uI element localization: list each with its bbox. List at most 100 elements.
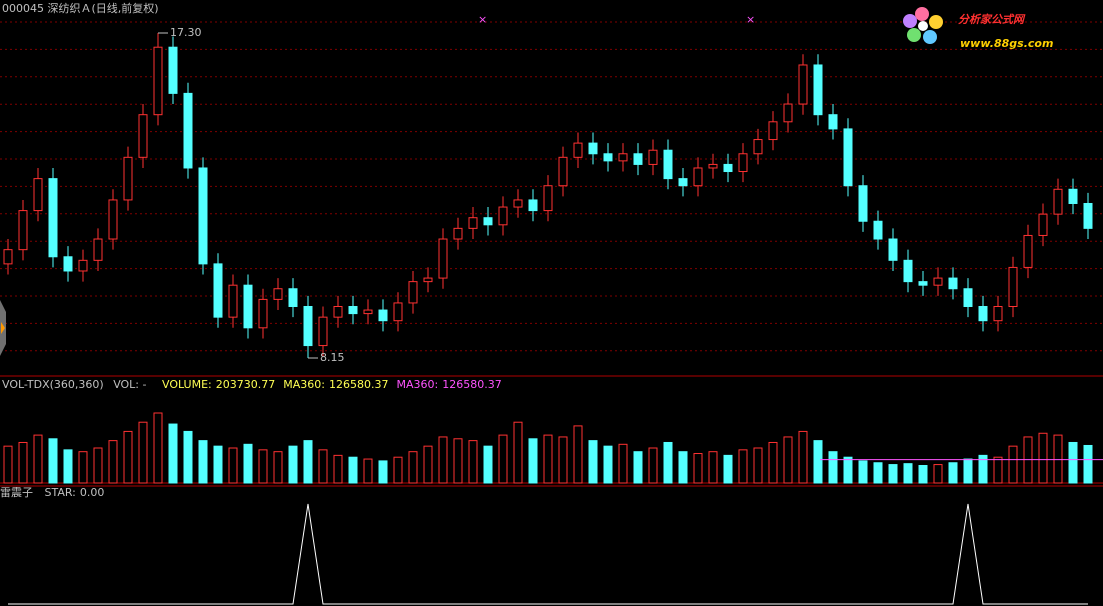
indicator-vol: VOL: - [113,378,146,391]
volume-bar [48,438,58,484]
candle-body [978,305,988,322]
volume-bar [1053,434,1063,484]
volume-bar [228,447,238,484]
candle-body [378,309,388,322]
candle-body [588,142,598,155]
candle-body [3,249,13,265]
star-line [8,503,1088,605]
volume-bar [603,445,613,484]
volume-bar [843,456,853,484]
candle-body [678,178,688,187]
candle-body [183,92,193,169]
candle-body [933,277,943,286]
field-name: MA360: [283,378,325,391]
volume-bar [693,453,703,484]
volume-bar [468,440,478,484]
volume-bar [1038,432,1048,484]
candle-body [948,277,958,290]
volume-bar [63,449,73,484]
price-label: 8.15 [320,351,345,364]
candle-body [168,46,178,94]
volume-bar [423,445,433,484]
candle-body [618,153,628,162]
candle-body [333,305,343,318]
logo-center [918,21,928,31]
volume-bar [558,436,568,484]
volume-bar [798,430,808,484]
volume-bar [438,436,448,484]
volume-bar [483,445,493,484]
candle-body [1068,188,1078,204]
candle-body [903,259,913,283]
volume-bar [333,454,343,484]
volume-bar [813,440,823,484]
field-value: 0.00 [80,486,105,499]
volume-bar [708,451,718,484]
volume-bar [573,425,583,484]
volume-bar [33,434,43,484]
candle-body [123,156,133,201]
volume-bar [123,430,133,484]
volume-bar [273,451,283,484]
candle-body [33,178,43,212]
candle-body [363,309,373,315]
volume-bar [138,421,148,484]
logo-petal [923,30,937,44]
volume-bar [918,465,928,484]
candle-body [1023,234,1033,268]
volume-bar [363,458,373,484]
candle-body [258,298,268,329]
candle-body [48,178,58,258]
candle-body [78,259,88,272]
candle-body [543,185,553,212]
candle-body [18,210,28,251]
volume-bar [753,447,763,484]
volume-bar [378,460,388,484]
candle-body [1008,266,1018,307]
candle-body [993,305,1003,322]
volume-bar [318,449,328,484]
volume-bar [393,456,403,484]
volume-bar [648,447,658,484]
field-name: STAR: [45,486,76,499]
candle-body [138,114,148,158]
candle-body [1038,213,1048,236]
volume-bar [933,464,943,484]
candle-body [453,227,463,240]
candle-body [648,149,658,165]
volume-bar [888,464,898,484]
candle-body [63,256,73,272]
volume-bar [453,438,463,484]
candle-body [1053,188,1063,215]
stock-title: 000045 深纺织Ａ(日线,前复权) [2,1,159,15]
price-label: 17.30 [170,26,202,39]
candle-body [288,288,298,307]
logo-petal [903,14,917,28]
candle-body [918,281,928,286]
candle-body [408,281,418,304]
candle-body [738,153,748,173]
volume-bar [783,436,793,484]
candle-body [693,167,703,187]
volume-bar [243,443,253,484]
logo: 分析家公式网 www.88gs.com [903,7,1053,50]
candle-body [828,114,838,130]
volume-bar [408,451,418,484]
candle-body [633,153,643,165]
candle-body [498,206,508,226]
volume-bar [1083,444,1093,484]
candle-body [198,167,208,265]
star-header: 雷震子 STAR: 0.00 [0,486,104,499]
candle-body [93,238,103,261]
candle-body [843,128,853,187]
candle-body [513,199,523,208]
field-value: 126580.37 [329,378,389,391]
indicator-name: 雷震子 [0,486,33,499]
candle-body [708,163,718,169]
volume-bar [1068,441,1078,484]
volume-bar [588,440,598,484]
volume-bar [663,441,673,484]
field-name: VOLUME: [162,378,212,391]
volume-bar [543,434,553,484]
